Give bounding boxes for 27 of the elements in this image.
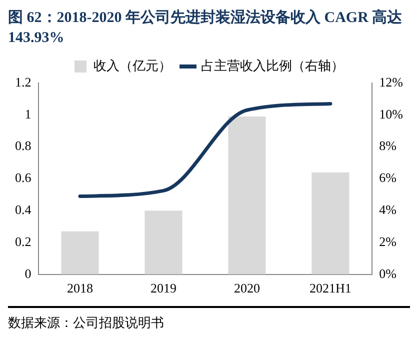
y2-tick-label: 0% — [379, 266, 397, 281]
y2-tick-label: 12% — [379, 74, 404, 90]
y-tick-label: 0.8 — [15, 138, 32, 154]
x-tick-label: 2021H1 — [309, 280, 352, 296]
x-tick-label: 2019 — [150, 280, 176, 296]
y-tick-label: 0.2 — [15, 234, 32, 249]
bar — [144, 210, 182, 274]
y-tick-label: 1 — [24, 106, 32, 122]
y2-tick-label: 10% — [379, 106, 404, 122]
bar — [228, 116, 266, 274]
legend-label: 占主营收入比例（右轴） — [201, 58, 344, 73]
y-tick-label: 0.6 — [15, 170, 32, 186]
line-series — [78, 102, 332, 198]
bar — [312, 172, 350, 274]
y-tick-label: 0 — [24, 266, 32, 281]
y-tick-label: 0.4 — [15, 202, 32, 218]
y2-tick-label: 4% — [379, 202, 397, 218]
source-note: 数据来源：公司招股说明书 — [8, 314, 165, 332]
y2-tick-label: 2% — [379, 234, 397, 249]
x-tick-label: 2018 — [66, 280, 93, 296]
y2-tick-label: 6% — [379, 170, 397, 186]
legend-label: 收入（亿元） — [94, 58, 172, 73]
bar — [61, 231, 99, 274]
y-tick-label: 1.2 — [15, 74, 32, 90]
x-tick-label: 2020 — [234, 280, 260, 296]
chart-title: 图 62：2018-2020 年公司先进封装湿法设备收入 CAGR 高达 143.93% — [8, 8, 404, 48]
y2-tick-label: 8% — [379, 138, 397, 154]
